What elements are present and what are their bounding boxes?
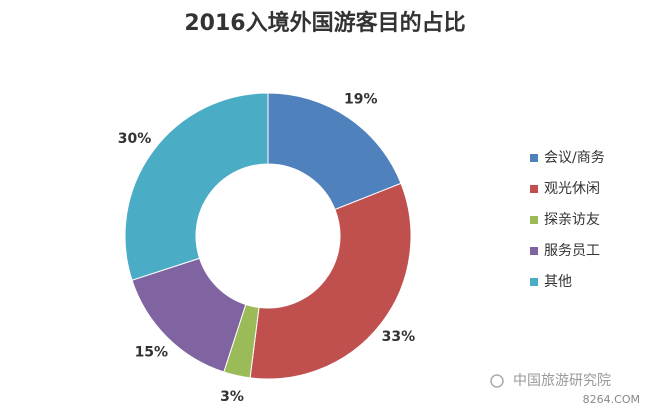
legend-swatch — [530, 154, 538, 162]
legend-swatch — [530, 185, 538, 193]
legend-label: 探亲访友 — [544, 212, 600, 228]
data-label: 3% — [220, 389, 244, 405]
data-label: 33% — [382, 329, 416, 345]
donut-segment — [249, 182, 412, 380]
legend-swatch — [530, 278, 538, 286]
legend-label: 服务员工 — [544, 243, 600, 259]
legend-label: 其他 — [544, 274, 572, 290]
donut-segment — [124, 92, 269, 281]
legend-swatch — [530, 216, 538, 224]
watermark: 中国旅游研究院 8264.COM — [490, 373, 640, 406]
data-label: 15% — [135, 345, 169, 361]
donut-segment — [267, 92, 402, 211]
chart-title: 2016入境外国游客目的占比 — [184, 10, 465, 36]
legend-swatch — [530, 247, 538, 255]
watermark-icon — [490, 374, 504, 388]
data-label: 30% — [118, 131, 152, 147]
data-label: 19% — [344, 92, 378, 108]
watermark-text: 中国旅游研究院 — [513, 373, 611, 389]
legend-label: 会议/商务 — [544, 150, 605, 166]
legend-label: 观光休闲 — [544, 181, 600, 197]
watermark-site: 8264.COM — [583, 393, 640, 406]
